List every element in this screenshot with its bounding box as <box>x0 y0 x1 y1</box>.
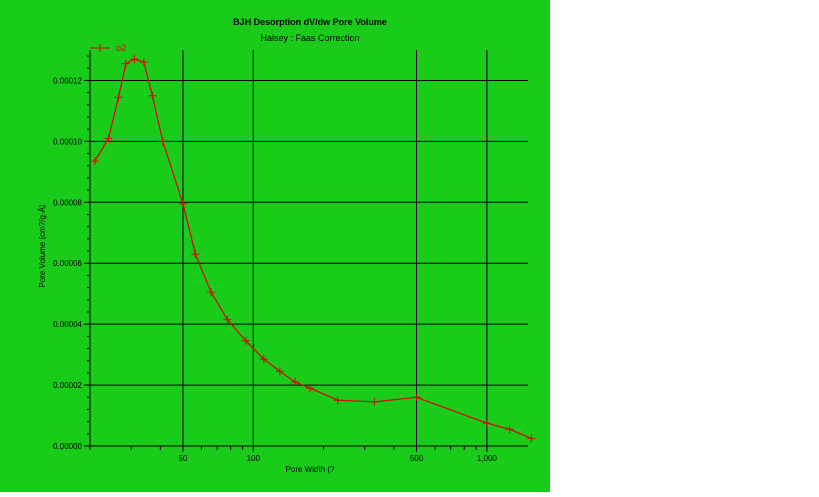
data-point-marker <box>223 315 232 324</box>
data-point-marker <box>158 137 167 146</box>
data-point-marker <box>148 91 157 100</box>
grid-lines <box>90 50 528 446</box>
data-point-marker <box>333 396 342 405</box>
legend: o2 <box>90 43 126 53</box>
blank-area <box>550 0 819 492</box>
axes: 0.00000 0.00002 0.00004 0.00006 0.00008 0.000… <box>53 50 528 463</box>
data-point-marker <box>259 355 268 364</box>
x-axis-label: Pore Width (? <box>286 465 335 474</box>
x-tick-label: 100 <box>247 454 261 463</box>
data-point-marker <box>104 134 113 143</box>
y-tick-label: 0.00012 <box>53 76 82 85</box>
data-point-marker <box>121 59 130 68</box>
y-tick-label: 0.00010 <box>53 137 82 146</box>
data-point-marker <box>207 288 216 297</box>
series-line-o2 <box>94 58 532 439</box>
data-point-marker <box>178 199 187 208</box>
data-point-marker <box>130 55 139 64</box>
data-point-marker <box>291 378 300 387</box>
chart-title: BJH Desorption dV/dw Pore Volume <box>233 17 387 27</box>
pore-volume-chart: BJH Desorption dV/dw Pore Volume Halsey … <box>38 17 536 474</box>
y-tick-label: 0.00008 <box>53 198 82 207</box>
chart-subtitle: Halsey : Faas Correction <box>260 33 359 43</box>
x-tick-label: 500 <box>410 454 424 463</box>
data-point-marker <box>275 367 284 376</box>
data-point-marker <box>306 384 315 393</box>
y-tick-label: 0.00000 <box>53 442 82 451</box>
data-point-marker <box>241 336 250 345</box>
data-point-marker <box>90 157 99 166</box>
legend-label-o2: o2 <box>116 43 126 53</box>
y-axis-label: Pore Volume (cm?/g·Å) <box>38 204 47 287</box>
data-point-marker <box>114 93 123 102</box>
x-tick-label: 50 <box>179 454 188 463</box>
x-tick-label: 1,000 <box>477 454 498 463</box>
series-layer <box>90 55 536 443</box>
y-tick-label: 0.00004 <box>53 320 82 329</box>
data-point-marker <box>412 393 421 402</box>
data-point-marker <box>370 397 379 406</box>
chart-panel: BJH Desorption dV/dw Pore Volume Halsey … <box>0 0 550 492</box>
data-point-marker <box>139 58 148 67</box>
data-point-marker <box>527 434 536 443</box>
data-point-marker <box>191 250 200 259</box>
data-point-marker <box>505 425 514 434</box>
y-tick-label: 0.00002 <box>53 381 82 390</box>
y-tick-label: 0.00006 <box>53 259 82 268</box>
data-point-marker <box>482 419 491 428</box>
